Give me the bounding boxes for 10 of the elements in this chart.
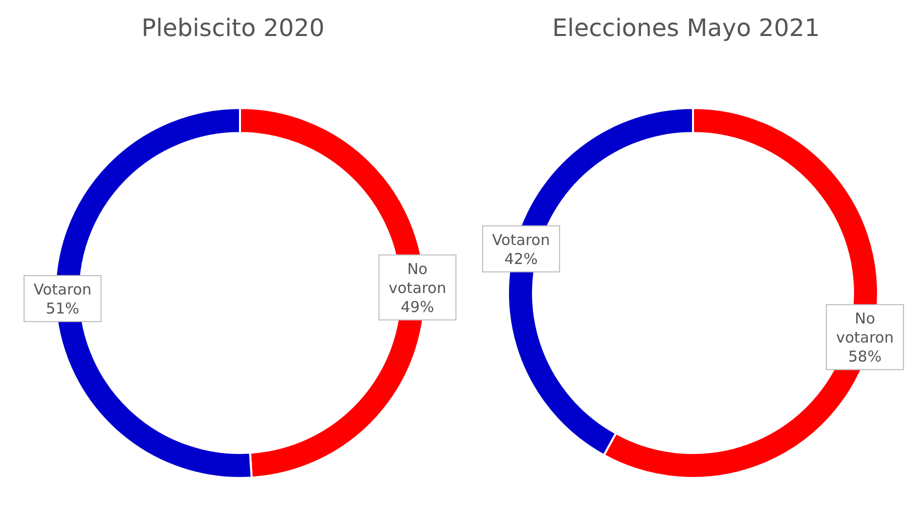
slice-label: Votaron [492, 230, 550, 249]
slice-label: Votaron [34, 280, 92, 299]
data-label: 49% [400, 298, 434, 316]
chart-title: Plebiscito 2020 [140, 13, 326, 44]
data-label: 58% [848, 348, 882, 366]
data-label: 51% [46, 300, 80, 318]
chart-title: Elecciones Mayo 2021 [551, 13, 821, 44]
slice-label: No votaron [836, 310, 894, 347]
slice-label: No votaron [388, 260, 446, 297]
data-label: 42% [504, 250, 538, 268]
